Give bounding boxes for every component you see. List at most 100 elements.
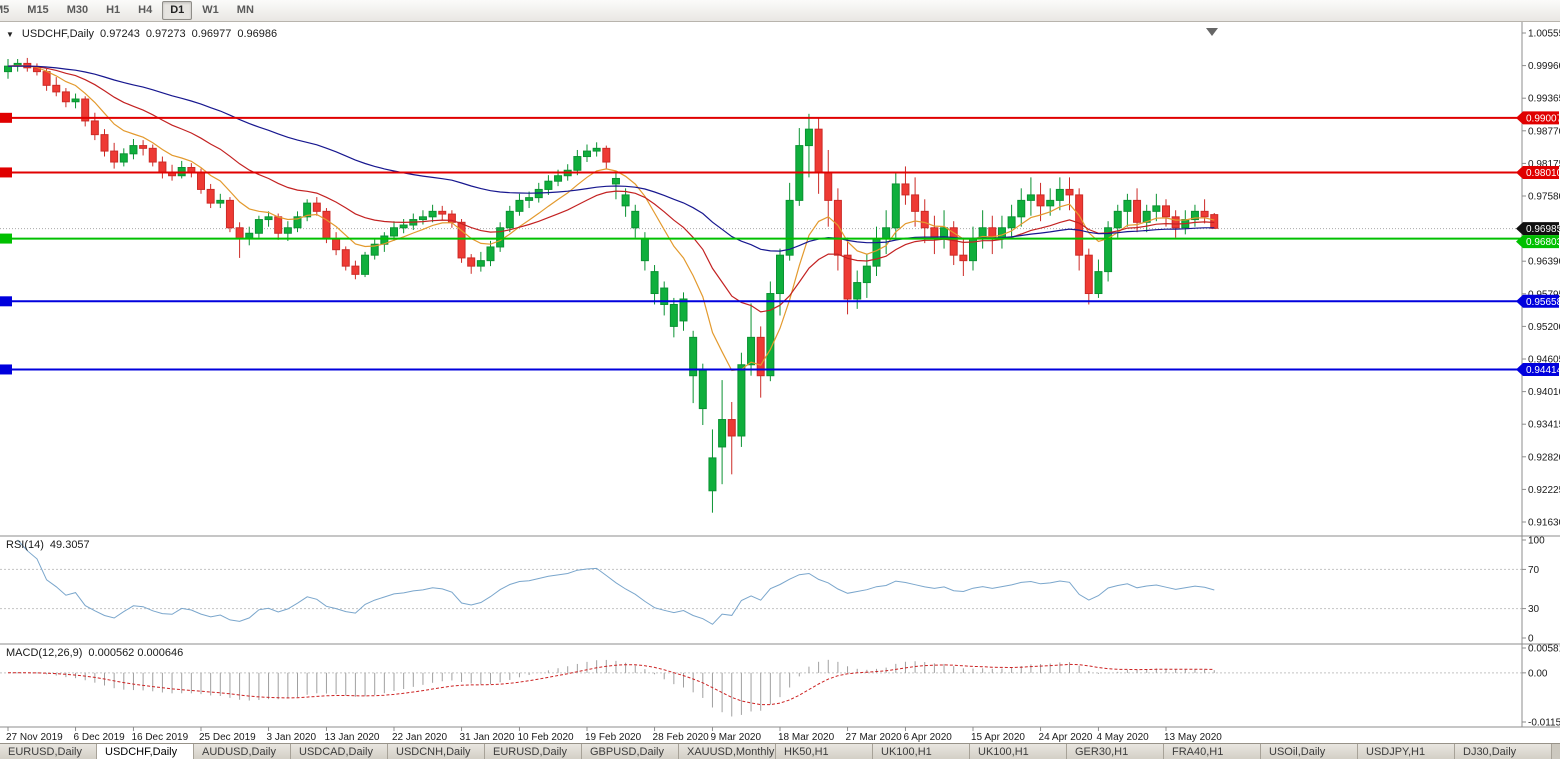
chart-tab-usoil-daily[interactable]: USOil,Daily — [1261, 744, 1358, 759]
timeframe-button-w1[interactable]: W1 — [194, 1, 227, 20]
svg-text:16 Dec 2019: 16 Dec 2019 — [131, 732, 188, 743]
svg-text:31 Jan 2020: 31 Jan 2020 — [460, 732, 515, 743]
chart-tab-uk100-h1[interactable]: UK100,H1 — [873, 744, 970, 759]
svg-text:27 Mar 2020: 27 Mar 2020 — [846, 732, 903, 743]
svg-text:15 Apr 2020: 15 Apr 2020 — [971, 732, 1025, 743]
chart-tab-usdjpy-h1[interactable]: USDJPY,H1 — [1358, 744, 1455, 759]
svg-text:9 Mar 2020: 9 Mar 2020 — [710, 732, 761, 743]
macd-pane — [0, 659, 1522, 717]
chart-tab-gbpusd-daily[interactable]: GBPUSD,Daily — [582, 744, 679, 759]
timeframe-button-h1[interactable]: H1 — [98, 1, 128, 20]
chart-tab-xauusd-monthly[interactable]: XAUUSD,Monthly — [679, 744, 776, 759]
hline-left-tag — [0, 112, 12, 123]
ma-slow-navy — [8, 65, 1215, 252]
chart-tab-usdcnh-daily[interactable]: USDCNH,Daily — [388, 744, 485, 759]
svg-text:19 Feb 2020: 19 Feb 2020 — [585, 732, 642, 743]
svg-text:24 Apr 2020: 24 Apr 2020 — [1039, 732, 1093, 743]
hline-0.96803[interactable] — [0, 233, 1522, 244]
timeframe-button-d1[interactable]: D1 — [162, 1, 193, 20]
svg-text:6 Apr 2020: 6 Apr 2020 — [903, 732, 952, 743]
ma-fast-orange — [7, 64, 1215, 372]
chart-tab-eurusd-daily[interactable]: EURUSD,Daily — [0, 744, 97, 759]
svg-text:0.95795: 0.95795 — [1528, 289, 1560, 300]
price-badge-0.95658: 0.95658 — [1516, 294, 1560, 308]
svg-text:0.98175: 0.98175 — [1528, 159, 1560, 170]
svg-text:70: 70 — [1528, 565, 1540, 576]
price-badge-0.99007: 0.99007 — [1516, 111, 1560, 125]
chart-tab-bar: EURUSD,Daily USDCHF,Daily AUDUSD,Daily USDC… — [0, 743, 1560, 759]
svg-text:3 Jan 2020: 3 Jan 2020 — [267, 732, 317, 743]
svg-text:18 Mar 2020: 18 Mar 2020 — [778, 732, 835, 743]
indicator-axis: 100 70 30 00.005818 0.00 -0.011510 — [1522, 536, 1560, 729]
timeframe-button-mn[interactable]: MN — [229, 1, 262, 20]
svg-text:6 Dec 2019: 6 Dec 2019 — [74, 732, 126, 743]
chart-tab-fra40-h1[interactable]: FRA40,H1 — [1164, 744, 1261, 759]
svg-text:0.93415: 0.93415 — [1528, 420, 1560, 431]
chart-shift-marker[interactable] — [1206, 28, 1218, 36]
date-axis: 27 Nov 2019 6 Dec 2019 16 Dec 2019 25 Dec 2… — [6, 727, 1222, 743]
chart-tab-usdchf-daily[interactable]: USDCHF,Daily — [97, 744, 194, 759]
svg-text:30: 30 — [1528, 604, 1540, 615]
hline-left-tag — [0, 233, 12, 244]
hline-left-tag — [0, 167, 12, 178]
macd-signal-line — [8, 663, 1215, 706]
timeframe-button-m15[interactable]: M15 — [19, 1, 56, 20]
svg-text:0.91630: 0.91630 — [1528, 518, 1560, 529]
svg-text:0: 0 — [1528, 634, 1534, 645]
timeframe-toolbar: M5M15M30H1H4D1W1MN — [0, 0, 1560, 22]
svg-text:13 Jan 2020: 13 Jan 2020 — [324, 732, 379, 743]
svg-text:0.98010: 0.98010 — [1526, 168, 1560, 179]
svg-text:0.92225: 0.92225 — [1528, 485, 1560, 496]
svg-text:10 Feb 2020: 10 Feb 2020 — [517, 732, 574, 743]
svg-text:0.99007: 0.99007 — [1526, 113, 1560, 124]
svg-text:0.94605: 0.94605 — [1528, 355, 1560, 366]
rsi-pane — [0, 539, 1522, 625]
price-badge-0.96985: 0.96985 — [1516, 222, 1560, 236]
svg-text:0.96803: 0.96803 — [1526, 237, 1560, 248]
chart-tab-eurusd-daily[interactable]: EURUSD,Daily — [485, 744, 582, 759]
ma-mid-red — [7, 65, 1215, 313]
svg-text:27 Nov 2019: 27 Nov 2019 — [6, 732, 63, 743]
timeframe-button-h4[interactable]: H4 — [130, 1, 160, 20]
svg-text:0.00: 0.00 — [1528, 668, 1548, 679]
chart-tab-hk50-h1[interactable]: HK50,H1 — [776, 744, 873, 759]
chart-tab-audusd-daily[interactable]: AUDUSD,Daily — [194, 744, 291, 759]
hline-0.95658[interactable] — [0, 296, 1522, 307]
hline-left-tag — [0, 296, 12, 307]
chart-tab-dj30-daily[interactable]: DJ30,Daily — [1455, 744, 1552, 759]
hline-left-tag — [0, 364, 12, 375]
svg-text:0.96985: 0.96985 — [1526, 224, 1560, 235]
chart-tab-uk100-h1[interactable]: UK100,H1 — [970, 744, 1067, 759]
svg-text:0.94414: 0.94414 — [1526, 365, 1560, 376]
candles-layer — [4, 57, 1219, 513]
chart-tab-ger30-h1[interactable]: GER30,H1 — [1067, 744, 1164, 759]
chart-tab-usdcad-daily[interactable]: USDCAD,Daily — [291, 744, 388, 759]
svg-text:0.99365: 0.99365 — [1528, 94, 1560, 105]
hline-0.98010[interactable] — [0, 167, 1522, 178]
svg-text:4 May 2020: 4 May 2020 — [1096, 732, 1149, 743]
price-badge-0.96803: 0.96803 — [1516, 235, 1560, 249]
timeframe-button-m5[interactable]: M5 — [0, 1, 17, 20]
svg-text:-0.011510: -0.011510 — [1528, 718, 1560, 729]
timeframe-button-m30[interactable]: M30 — [59, 1, 96, 20]
svg-text:25 Dec 2019: 25 Dec 2019 — [199, 732, 256, 743]
svg-text:0.005818: 0.005818 — [1528, 644, 1560, 655]
svg-text:0.95658: 0.95658 — [1526, 297, 1560, 308]
hline-0.94414[interactable] — [0, 364, 1522, 375]
svg-text:22 Jan 2020: 22 Jan 2020 — [392, 732, 447, 743]
hline-0.99007[interactable] — [0, 112, 1522, 123]
svg-text:1.00555: 1.00555 — [1528, 29, 1560, 40]
svg-text:13 May 2020: 13 May 2020 — [1164, 732, 1222, 743]
price-badge-0.94414: 0.94414 — [1516, 362, 1560, 376]
svg-text:100: 100 — [1528, 536, 1545, 547]
rsi-line — [17, 539, 1215, 625]
